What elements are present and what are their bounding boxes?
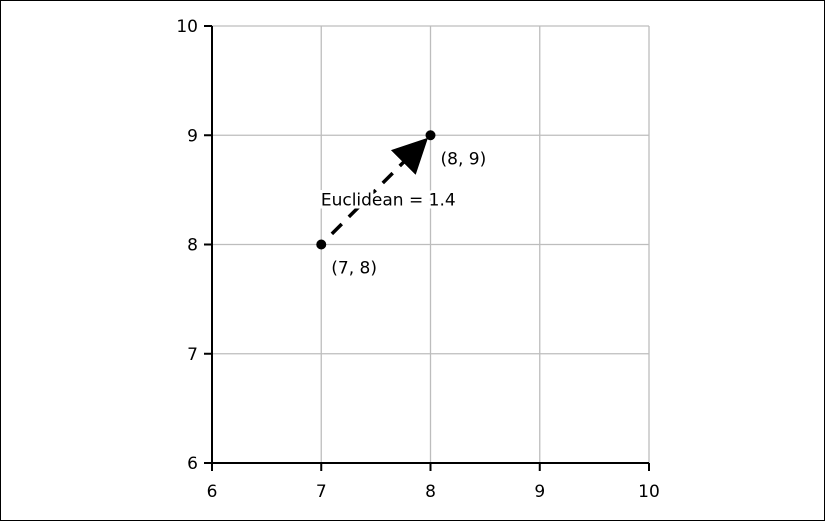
data-points <box>316 130 436 250</box>
tick-labels: 6 7 8 9 10 6 7 8 9 10 <box>176 17 659 502</box>
x-tick-label: 7 <box>316 482 327 502</box>
x-tick-label: 8 <box>425 482 436 502</box>
point-coordinate-label: (7, 8) <box>331 259 377 279</box>
x-tick-label: 10 <box>638 482 660 502</box>
y-tick-label: 6 <box>187 454 198 474</box>
y-tick-label: 9 <box>187 126 198 146</box>
distance-arrow <box>330 137 429 236</box>
y-tick-label: 8 <box>187 236 198 256</box>
data-point <box>316 239 327 250</box>
point-coordinate-label: (8, 9) <box>441 149 487 169</box>
annotation-labels: Euclidean = 1.4 (7, 8) (8, 9) <box>318 149 487 279</box>
distance-arrow-group <box>330 137 429 236</box>
axes <box>204 25 650 471</box>
data-point <box>425 130 436 141</box>
grid-lines <box>212 25 650 463</box>
x-tick-label: 6 <box>207 482 218 502</box>
y-tick-label: 10 <box>176 17 198 37</box>
y-tick-label: 7 <box>187 345 198 365</box>
x-tick-label: 9 <box>534 482 545 502</box>
euclidean-label: Euclidean = 1.4 <box>321 191 456 211</box>
